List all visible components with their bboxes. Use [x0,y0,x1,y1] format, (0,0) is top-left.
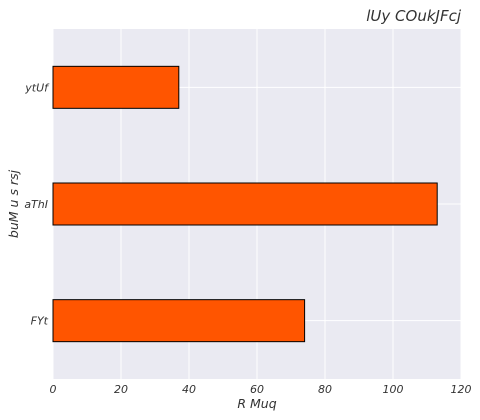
x-tick-label: 80 [318,383,332,396]
bar-FYt [52,299,306,343]
y-tick-label: FYt [31,315,49,328]
bar-aThI [52,182,438,226]
x-tick-label: 120 [451,383,472,396]
y-axis-label: buM u s rsj [6,169,21,238]
bar-ytUf [52,65,180,109]
y-tick-labels: FYt aThI ytUf [24,81,50,327]
x-tick-label: 100 [383,383,404,396]
x-axis-label: R Muq [237,396,276,411]
y-tick-label: aThI [24,198,48,211]
x-tick-label: 20 [114,383,128,396]
x-tick-labels: 0 20 40 60 80 100 120 [50,383,472,396]
x-tick-label: 0 [50,383,57,396]
y-tick-label: ytUf [24,81,50,94]
chart-title: lUy COukJFcj [366,7,462,25]
x-tick-label: 60 [250,383,264,396]
bars [52,65,438,343]
x-tick-label: 40 [182,383,196,396]
